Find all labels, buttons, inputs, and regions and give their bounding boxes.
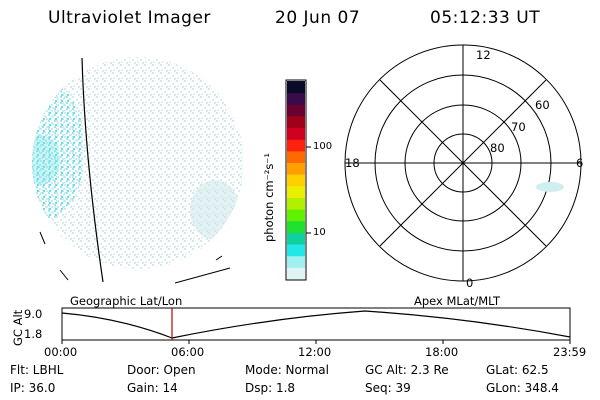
glat-info: GLat: 62.5 (486, 363, 549, 377)
altitude-ylabel: GC Alt (11, 309, 25, 346)
colorbar-tick-100: 100 (313, 141, 333, 152)
altitude-ytick-1-8: 1.8 (24, 327, 43, 341)
colorbar-band (287, 81, 305, 94)
altitude-ytick-9: 9.0 (24, 307, 43, 321)
geographic-image (32, 57, 244, 284)
filter-info: Flt: LBHL (10, 363, 64, 377)
colorbar-unit-label: photon cm⁻²s⁻¹ (262, 153, 276, 242)
colorbar-band (287, 174, 305, 187)
altitude-plot (61, 307, 571, 344)
mlat-label-70: 70 (511, 120, 526, 134)
mlt-label-18: 18 (345, 156, 360, 170)
colorbar-band (287, 267, 305, 280)
mlt-label-6: 6 (576, 156, 584, 170)
colorbar-band (287, 127, 305, 140)
dsp-info: Dsp: 1.8 (245, 381, 296, 395)
glon-info: GLon: 348.4 (486, 381, 559, 395)
colorbar-band (287, 104, 305, 117)
geographic-label: Geographic Lat/Lon (70, 294, 183, 308)
colorbar-band (287, 244, 305, 257)
colorbar-band (287, 220, 305, 233)
colorbar-band (287, 255, 305, 268)
colorbar-band (287, 139, 305, 152)
date-label: 20 Jun 07 (275, 8, 361, 28)
gain-info: Gain: 14 (127, 381, 178, 395)
xtick-12: 12:00 (298, 345, 332, 359)
colorbar (285, 79, 311, 281)
mlt-label-0: 0 (466, 276, 474, 290)
terminator-line (81, 57, 104, 283)
polar-plot (344, 44, 582, 282)
apex-label: Apex MLat/MLT (414, 294, 501, 308)
xtick-18: 18:00 (425, 345, 459, 359)
gc-alt-info: GC Alt: 2.3 Re (365, 363, 449, 377)
mlt-label-12: 12 (476, 48, 491, 62)
xtick-2359: 23:59 (553, 345, 587, 359)
mlat-label-80: 80 (490, 141, 505, 155)
colorbar-band (287, 232, 305, 245)
mlat-label-60: 60 (535, 98, 550, 112)
colorbar-tick-10: 10 (313, 227, 326, 238)
xtick-00: 00:00 (44, 345, 78, 359)
altitude-curve (61, 310, 571, 339)
seq-info: Seq: 39 (365, 381, 411, 395)
time-label: 05:12:33 UT (430, 8, 541, 28)
mode-info: Mode: Normal (245, 363, 329, 377)
door-info: Door: Open (127, 363, 196, 377)
xtick-06: 06:00 (171, 345, 205, 359)
colorbar-band (287, 209, 305, 222)
colorbar-band (287, 197, 305, 210)
ip-info: IP: 36.0 (10, 381, 56, 395)
colorbar-band (287, 162, 305, 175)
colorbar-band (287, 92, 305, 105)
colorbar-band (287, 115, 305, 129)
instrument-title: Ultraviolet Imager (48, 8, 211, 28)
colorbar-band (287, 185, 305, 198)
colorbar-band (287, 150, 305, 164)
